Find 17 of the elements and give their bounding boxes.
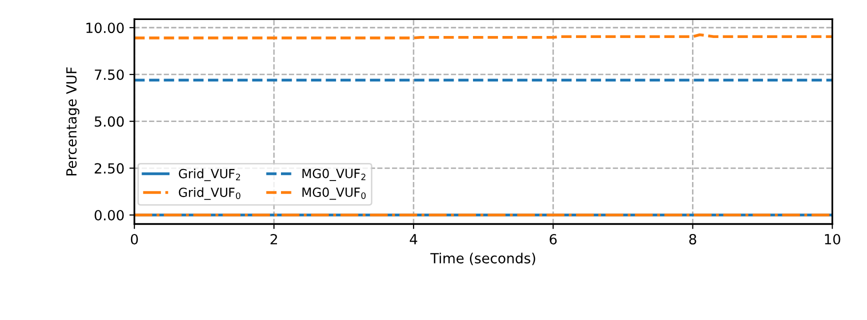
x-axis-title: Time (seconds) — [430, 252, 536, 266]
legend-label: MG0_VUF$_{0}$ — [302, 188, 366, 200]
y-tick-label: 10.00 — [86, 22, 124, 34]
legend-label: Grid_VUF$_{0}$ — [178, 187, 240, 200]
x-tick-label: 0 — [130, 234, 138, 244]
y-axis-title: Percentage VUF — [66, 67, 80, 176]
y-tick-label: 2.50 — [94, 163, 124, 174]
x-tick-label: 6 — [550, 234, 557, 244]
x-tick-label: 2 — [270, 234, 277, 244]
x-tick-label: 10 — [825, 234, 840, 244]
y-tick-label: 7.50 — [94, 69, 124, 80]
x-tick-label: 4 — [410, 234, 418, 244]
y-tick-label: 5.00 — [94, 116, 124, 127]
y-tick-label: 0.00 — [94, 210, 124, 220]
x-tick-label: 8 — [689, 234, 696, 244]
legend-label: MG0_VUF$_{2}$ — [302, 168, 366, 181]
legend-label: Grid_VUF$_{2}$ — [178, 168, 240, 182]
